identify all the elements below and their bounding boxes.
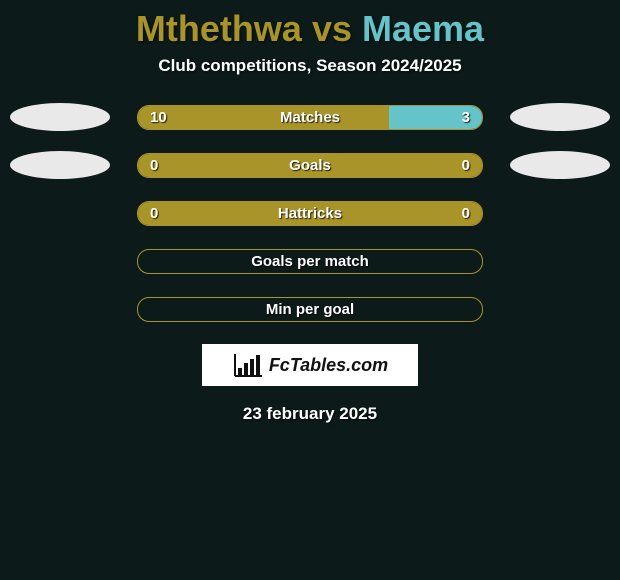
stat-bar: Hattricks0 0 (137, 201, 483, 226)
right-ellipse (510, 103, 610, 131)
stat-value-right: 0 (462, 157, 470, 174)
stat-value-right: 0 (462, 205, 470, 222)
stat-value-right: 3 (462, 109, 470, 126)
stat-row: Min per goal (0, 296, 620, 322)
stat-bar: Goals0 0 (137, 153, 483, 178)
stat-label: Goals (138, 157, 482, 174)
stat-label: Hattricks (138, 205, 482, 222)
stat-label: Matches (138, 109, 482, 126)
vs-separator: vs (312, 8, 352, 49)
stat-label: Min per goal (138, 301, 482, 318)
stat-row: Matches10 3 (0, 104, 620, 130)
stat-bar: Matches10 3 (137, 105, 483, 130)
bar-chart-icon (232, 352, 264, 378)
stat-value-left: 10 (150, 109, 167, 126)
stat-value-left: 0 (150, 157, 158, 174)
stat-label: Goals per match (138, 253, 482, 270)
stat-row: Goals0 0 (0, 152, 620, 178)
subtitle: Club competitions, Season 2024/2025 (0, 56, 620, 104)
stat-bar: Min per goal (137, 297, 483, 322)
stat-rows: Matches103Goals00Hattricks00Goals per ma… (0, 104, 620, 322)
player1-name: Mthethwa (136, 8, 302, 49)
stat-value-left: 0 (150, 205, 158, 222)
date-label: 23 february 2025 (0, 404, 620, 424)
right-ellipse (510, 151, 610, 179)
stat-row: Goals per match (0, 248, 620, 274)
logo-box: FcTables.com (202, 344, 418, 386)
stat-row: Hattricks0 0 (0, 200, 620, 226)
left-ellipse (10, 151, 110, 179)
logo-text: FcTables.com (269, 355, 388, 376)
player2-name: Maema (362, 8, 484, 49)
left-ellipse (10, 103, 110, 131)
page-title: Mthethwa vs Maema (0, 0, 620, 56)
stat-bar: Goals per match (137, 249, 483, 274)
